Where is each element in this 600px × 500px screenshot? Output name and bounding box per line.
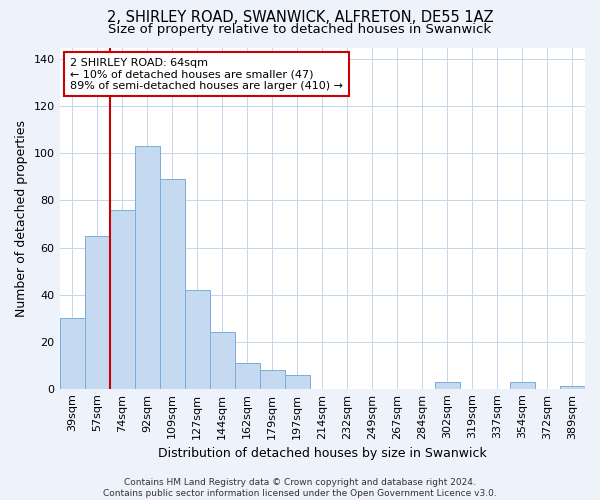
Bar: [59, 318, 85, 388]
X-axis label: Distribution of detached houses by size in Swanwick: Distribution of detached houses by size …: [158, 447, 487, 460]
Text: Size of property relative to detached houses in Swanwick: Size of property relative to detached ho…: [109, 22, 491, 36]
Bar: [235, 363, 260, 388]
Bar: [85, 236, 110, 388]
Bar: [285, 374, 310, 388]
Bar: [435, 382, 460, 388]
Bar: [185, 290, 209, 388]
Bar: [110, 210, 134, 388]
Bar: [134, 146, 160, 388]
Text: 2, SHIRLEY ROAD, SWANWICK, ALFRETON, DE55 1AZ: 2, SHIRLEY ROAD, SWANWICK, ALFRETON, DE5…: [107, 10, 493, 25]
Text: 2 SHIRLEY ROAD: 64sqm
← 10% of detached houses are smaller (47)
89% of semi-deta: 2 SHIRLEY ROAD: 64sqm ← 10% of detached …: [70, 58, 343, 91]
Y-axis label: Number of detached properties: Number of detached properties: [15, 120, 28, 316]
Bar: [160, 180, 185, 388]
Bar: [510, 382, 535, 388]
Bar: [209, 332, 235, 388]
Bar: [560, 386, 585, 388]
Bar: [260, 370, 285, 388]
Text: Contains HM Land Registry data © Crown copyright and database right 2024.
Contai: Contains HM Land Registry data © Crown c…: [103, 478, 497, 498]
